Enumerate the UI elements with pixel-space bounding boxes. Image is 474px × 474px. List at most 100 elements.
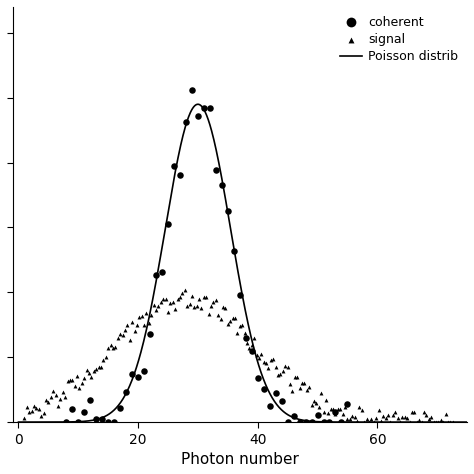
signal bbox=[157, 298, 164, 306]
signal bbox=[92, 365, 100, 373]
signal bbox=[365, 418, 373, 426]
signal bbox=[126, 337, 134, 344]
signal bbox=[410, 409, 418, 416]
coherent bbox=[290, 412, 297, 420]
signal bbox=[403, 414, 411, 422]
signal bbox=[315, 403, 322, 411]
signal bbox=[255, 355, 263, 362]
signal bbox=[289, 387, 296, 394]
signal bbox=[248, 342, 255, 349]
signal bbox=[124, 321, 131, 329]
coherent bbox=[236, 292, 244, 299]
signal bbox=[219, 303, 227, 310]
signal bbox=[325, 410, 332, 417]
coherent bbox=[242, 334, 249, 342]
signal bbox=[66, 376, 74, 384]
signal bbox=[413, 418, 420, 426]
signal bbox=[415, 416, 423, 423]
signal bbox=[380, 412, 387, 420]
signal bbox=[389, 411, 397, 419]
signal bbox=[238, 322, 246, 329]
signal bbox=[169, 298, 177, 305]
signal bbox=[250, 334, 258, 341]
signal bbox=[212, 296, 219, 304]
signal bbox=[327, 405, 335, 412]
signal bbox=[387, 418, 394, 426]
signal bbox=[303, 386, 310, 394]
signal bbox=[418, 418, 425, 426]
signal bbox=[428, 413, 435, 420]
signal bbox=[253, 351, 260, 359]
signal bbox=[394, 415, 401, 422]
signal bbox=[384, 411, 392, 419]
signal bbox=[382, 414, 390, 421]
signal bbox=[334, 405, 342, 412]
signal bbox=[270, 356, 277, 363]
signal bbox=[246, 344, 253, 352]
coherent bbox=[326, 418, 333, 426]
signal bbox=[195, 296, 203, 303]
coherent bbox=[254, 374, 262, 382]
signal bbox=[114, 334, 121, 342]
Legend: coherent, signal, Poisson distrib: coherent, signal, Poisson distrib bbox=[337, 13, 461, 66]
signal bbox=[217, 315, 224, 323]
signal bbox=[377, 418, 385, 425]
signal bbox=[449, 418, 456, 426]
signal bbox=[408, 408, 416, 416]
signal bbox=[447, 418, 454, 426]
coherent bbox=[296, 418, 303, 426]
signal bbox=[97, 364, 105, 371]
signal bbox=[45, 398, 52, 406]
signal bbox=[224, 320, 232, 328]
signal bbox=[202, 293, 210, 301]
signal bbox=[181, 286, 189, 294]
signal bbox=[344, 415, 351, 423]
signal bbox=[128, 318, 136, 326]
coherent bbox=[158, 268, 166, 275]
signal bbox=[401, 413, 409, 420]
signal bbox=[308, 401, 315, 409]
signal bbox=[78, 379, 86, 386]
coherent bbox=[188, 86, 196, 93]
Poisson distrib bbox=[402, 419, 408, 425]
signal bbox=[370, 418, 378, 426]
Poisson distrib bbox=[289, 414, 294, 419]
signal bbox=[305, 383, 313, 391]
signal bbox=[33, 404, 40, 411]
signal bbox=[73, 373, 81, 380]
signal bbox=[356, 403, 363, 411]
signal bbox=[282, 363, 289, 370]
coherent bbox=[218, 181, 226, 188]
signal bbox=[102, 353, 109, 361]
signal bbox=[439, 418, 447, 426]
signal bbox=[179, 289, 186, 296]
coherent bbox=[314, 411, 321, 419]
Poisson distrib bbox=[16, 419, 21, 425]
signal bbox=[375, 407, 383, 414]
Poisson distrib bbox=[277, 405, 283, 410]
coherent bbox=[116, 404, 124, 412]
signal bbox=[322, 397, 330, 404]
coherent bbox=[86, 396, 94, 403]
signal bbox=[131, 328, 138, 335]
signal bbox=[231, 314, 239, 321]
signal bbox=[136, 313, 143, 320]
signal bbox=[59, 388, 66, 396]
signal bbox=[186, 301, 193, 308]
signal bbox=[152, 307, 160, 314]
Poisson distrib bbox=[302, 418, 308, 423]
signal bbox=[360, 418, 368, 426]
signal bbox=[406, 418, 413, 426]
coherent bbox=[63, 418, 70, 426]
signal bbox=[293, 373, 301, 381]
signal bbox=[430, 418, 438, 426]
signal bbox=[116, 330, 124, 337]
signal bbox=[444, 418, 452, 426]
signal bbox=[392, 408, 399, 415]
coherent bbox=[74, 418, 82, 426]
signal bbox=[145, 319, 153, 327]
Poisson distrib bbox=[43, 419, 49, 425]
signal bbox=[71, 382, 79, 389]
signal bbox=[47, 393, 55, 401]
X-axis label: Photon number: Photon number bbox=[181, 452, 299, 467]
